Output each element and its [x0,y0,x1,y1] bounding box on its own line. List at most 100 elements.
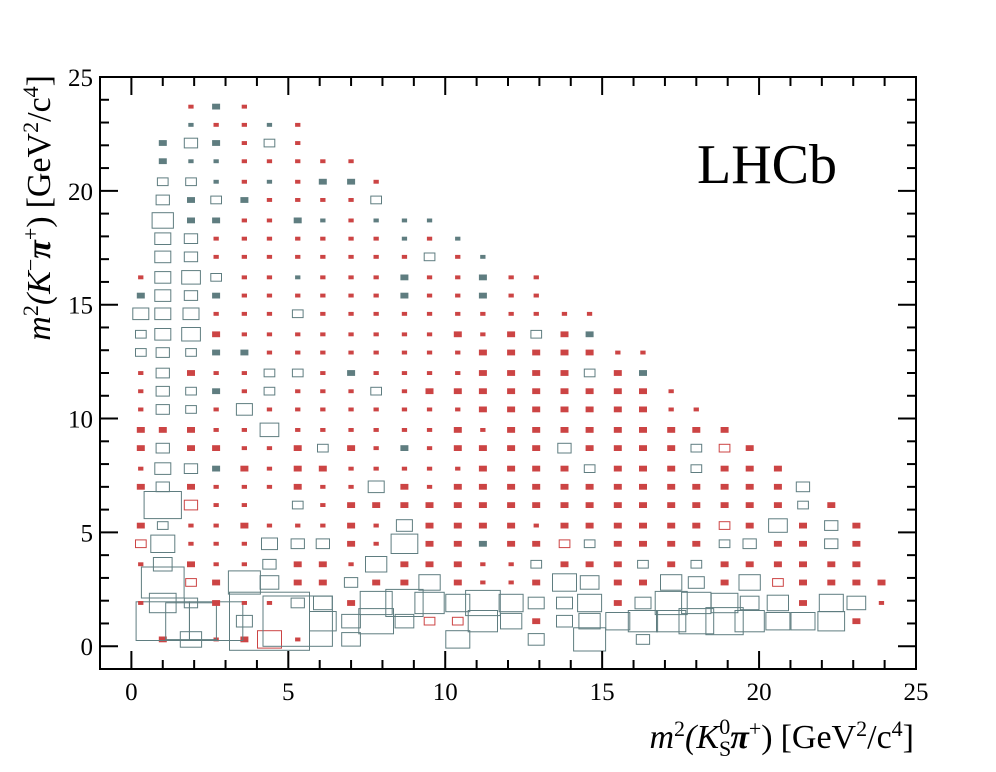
bin-box [639,522,647,529]
bin-box [136,445,145,451]
bin-box [453,502,462,508]
bin-box [188,122,194,127]
bin-box [213,428,219,432]
bin-box [720,483,729,490]
bin-box [138,389,144,394]
bin-box [210,195,223,205]
bin-box [560,388,569,395]
bin-box [135,329,147,339]
bin-box [348,484,354,489]
bin-box [293,579,302,586]
bin-box [401,466,408,471]
bin-box [640,350,646,355]
bin-box [241,179,247,184]
bin-box [266,311,273,316]
bin-box [639,579,647,586]
bin-box [532,579,541,586]
bin-box [187,483,195,490]
bin-box [266,275,273,280]
bin-box [818,593,844,613]
bin-box [426,293,433,298]
bin-box [295,332,301,337]
bin-box [373,350,379,355]
bin-box [667,465,676,472]
bin-box [347,600,356,606]
bin-box [745,465,754,472]
bin-box [266,293,273,298]
bin-box [693,407,699,412]
bin-box [241,446,247,451]
bin-box [227,570,261,595]
bin-box [667,522,676,529]
bin-box [445,593,471,613]
bin-box [585,483,594,490]
bin-box [241,389,247,394]
bin-box [585,561,594,568]
x-tick-label: 5 [282,679,295,706]
bin-box [692,502,701,508]
bin-box [165,602,217,641]
bin-box [692,522,701,529]
bin-box [136,483,145,490]
bin-box [266,332,273,337]
bin-box [295,523,301,528]
bin-box [455,254,461,259]
bin-box [532,370,541,376]
bin-box [295,389,301,394]
bin-box [136,427,145,433]
bin-box [400,274,409,281]
bin-box [158,158,167,165]
bin-box [530,559,543,569]
bin-box [318,465,327,472]
bin-box [772,578,784,587]
x-axis-title: m2(KS0π+) [GeV2/c4] [649,714,914,761]
bin-box [263,386,276,396]
bin-box [348,407,354,412]
bin-box [478,540,487,547]
bin-box [290,597,305,609]
bin-box [372,579,381,586]
bin-box [295,141,301,145]
x-tick-label: 10 [433,679,458,706]
bin-box [745,445,754,451]
bin-box [817,611,846,632]
bin-box [348,198,354,202]
bin-box [213,254,219,259]
bin-box [213,311,219,316]
bin-box [241,293,247,298]
bin-box [478,406,487,413]
bin-box [295,637,301,642]
bin-box [639,502,647,508]
bin-box [453,522,462,529]
bin-box [263,368,276,378]
bin-box [667,540,676,547]
bin-box [639,406,647,413]
bin-box [799,579,807,586]
bin-box [266,218,273,223]
bin-box [187,197,195,203]
bin-box [348,218,354,223]
bin-box [656,610,687,633]
bin-box [401,332,408,337]
bin-box [692,483,701,490]
bin-box [426,218,433,223]
bin-box [213,236,219,241]
bin-box [240,522,249,529]
bin-box [212,140,221,146]
bin-box [667,445,676,451]
bin-box [639,465,647,472]
bin-box [478,370,487,376]
bin-box [465,589,501,617]
bin-box [347,540,356,547]
bin-box [613,406,622,413]
bin-box [390,533,419,554]
bin-box [320,523,326,528]
bin-box [532,618,541,625]
bin-box [154,250,172,264]
bin-box [532,406,541,413]
bin-box [478,445,487,451]
bin-box [385,588,424,618]
bin-box [480,254,486,259]
bin-box [295,275,301,280]
bin-box [373,332,379,337]
